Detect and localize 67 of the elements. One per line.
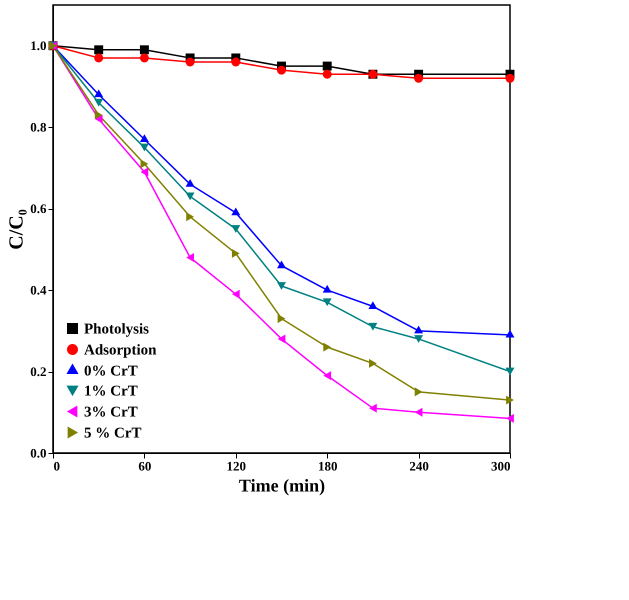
legend-label: Photolysis <box>84 322 150 338</box>
point <box>277 282 286 290</box>
point <box>414 408 422 417</box>
point <box>140 144 149 152</box>
point <box>231 225 240 233</box>
point <box>506 74 514 83</box>
point <box>94 53 104 62</box>
legend-label: 0% CrT <box>84 364 138 380</box>
point <box>506 368 514 376</box>
point <box>368 301 378 309</box>
legend-label: 3% CrT <box>84 404 138 420</box>
point <box>506 396 514 405</box>
point <box>369 404 377 413</box>
x-tick-label: 240 <box>409 458 429 474</box>
point <box>278 334 286 344</box>
point <box>323 342 332 352</box>
point <box>140 168 148 176</box>
point <box>94 45 104 54</box>
point <box>231 208 240 216</box>
point <box>414 326 424 334</box>
point <box>414 74 424 83</box>
point <box>94 110 103 120</box>
point <box>140 53 149 62</box>
point <box>140 45 149 54</box>
point <box>277 260 286 268</box>
legend-label: 1% CrT <box>84 384 138 400</box>
point <box>140 134 149 142</box>
point <box>322 298 332 306</box>
y-tick-label: 0.0 <box>30 446 46 460</box>
x-tick-label: 60 <box>138 458 152 474</box>
point <box>322 284 332 293</box>
legend-label: Adsorption <box>84 342 158 358</box>
point <box>278 314 286 324</box>
x-tick-label: 0 <box>54 458 60 474</box>
point <box>186 192 195 200</box>
point <box>232 290 240 299</box>
x-tick-label: 120 <box>226 458 246 474</box>
point <box>369 358 377 368</box>
y-tick-label: 1.0 <box>30 38 46 54</box>
point <box>323 371 332 380</box>
point <box>277 66 286 75</box>
point <box>322 62 332 71</box>
y-tick-label: 0.8 <box>30 120 47 135</box>
y-tick-label: 0.2 <box>30 364 46 380</box>
point <box>186 58 195 66</box>
point <box>94 98 104 107</box>
point <box>368 322 378 331</box>
point <box>414 387 422 396</box>
point <box>186 179 195 187</box>
point <box>140 159 148 168</box>
y-axis-title: C/C₀ <box>5 209 28 250</box>
x-tick-label: 300 <box>491 458 510 474</box>
x-axis-title: Time (min) <box>238 476 326 496</box>
point <box>186 253 194 262</box>
point <box>186 212 194 222</box>
point <box>94 114 103 124</box>
point <box>506 330 514 338</box>
point <box>414 335 424 343</box>
point <box>232 248 240 258</box>
point <box>231 58 240 66</box>
point <box>506 414 514 423</box>
y-tick-label: 0.6 <box>30 201 47 216</box>
legend-label: 5 % CrT <box>84 426 142 442</box>
y-tick-label: 0.4 <box>30 282 47 298</box>
point <box>94 89 104 98</box>
x-tick-label: 180 <box>318 458 338 474</box>
point <box>322 70 332 79</box>
